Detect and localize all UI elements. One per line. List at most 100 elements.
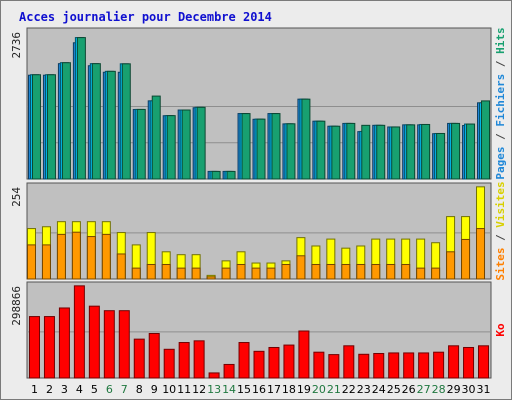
y-max-label: 298866 [10,286,23,326]
day-label-31: 31 [477,383,491,396]
bar-hits-day-20 [316,120,326,180]
bar-sites-day-20 [311,263,321,280]
bar-ko-day-25 [388,352,400,379]
day-label-8: 8 [136,383,143,396]
bar-hits-day-17 [271,113,281,180]
bar-sites-day-29 [446,251,456,280]
day-label-3: 3 [61,383,68,396]
day-label-17: 17 [267,383,281,396]
bar-ko-day-15 [238,342,250,379]
bar-hits-day-2 [46,74,56,180]
day-label-5: 5 [91,383,98,396]
bar-sites-day-27 [416,267,426,280]
y-max-label: 2736 [10,32,23,59]
day-label-18: 18 [282,383,296,396]
bar-hits-day-30 [466,123,476,180]
bar-ko-day-19 [298,330,310,379]
bar-ko-day-24 [373,352,385,379]
bar-ko-day-31 [478,345,490,379]
bar-sites-day-21 [326,263,336,280]
bar-hits-day-8 [136,108,146,180]
bar-ko-day-3 [58,307,70,379]
legend-text: Sites / Visites [494,181,507,280]
bar-ko-day-30 [463,346,475,379]
legend-text: Ko [494,323,507,337]
bar-sites-day-1 [26,244,36,280]
day-label-13: 13 [207,383,221,396]
bar-ko-day-4 [73,285,85,379]
bar-ko-day-26 [403,352,415,379]
bar-ko-day-11 [178,342,190,379]
day-label-24: 24 [372,383,386,396]
bar-ko-day-28 [433,351,445,379]
day-axis: 1 2 3 4 5 6 7 8 9 10 11 12 13 14 15 16 17 18 19 20 21 22 23 24 2… [31,383,491,396]
legend-item-hits: Hits [494,27,507,54]
day-label-10: 10 [162,383,176,396]
day-label-25: 25 [387,383,401,396]
day-label-12: 12 [192,383,206,396]
bar-sites-day-30 [461,238,471,280]
bar-ko-day-8 [133,338,145,379]
bar-ko-day-10 [163,348,175,379]
day-label-19: 19 [297,383,311,396]
bar-ko-day-20 [313,351,325,379]
legend-item-fichiers: Fichiers [494,74,507,127]
bar-hits-day-14 [226,170,236,180]
bar-hits-day-22 [346,122,356,180]
bar-sites-day-9 [146,263,156,280]
bar-ko-day-17 [268,346,280,379]
day-label-27: 27 [417,383,431,396]
bar-hits-day-21 [331,125,341,180]
bar-hits-day-24 [376,124,386,180]
day-label-20: 20 [312,383,326,396]
bar-ko-day-14 [223,363,235,379]
bar-sites-day-16 [251,267,261,280]
bar-hits-day-15 [241,113,251,180]
day-label-14: 14 [222,383,236,396]
legend-bottom: Ko [494,323,507,337]
day-label-4: 4 [76,383,83,396]
bar-ko-day-27 [418,352,430,379]
day-label-2: 2 [46,383,53,396]
day-label-6: 6 [106,383,113,396]
bar-hits-day-6 [106,70,116,180]
bar-hits-day-26 [406,124,416,180]
bar-ko-day-6 [103,310,115,379]
day-label-23: 23 [357,383,371,396]
panel-middle: 254 Sites / Visites [10,181,507,280]
bar-ko-day-5 [88,305,100,379]
bar-hits-day-9 [151,95,161,180]
bar-sites-day-23 [356,263,366,280]
bar-sites-day-22 [341,263,351,280]
bar-sites-day-10 [161,263,171,280]
bar-hits-day-7 [121,63,131,180]
bar-sites-day-7 [116,253,126,280]
bar-sites-day-31 [476,228,486,280]
bar-ko-day-21 [328,354,340,379]
day-label-15: 15 [237,383,251,396]
bar-hits-day-29 [451,122,461,180]
bar-sites-day-3 [56,233,66,280]
legend-middle: Sites / Visites [494,181,507,280]
day-label-30: 30 [462,383,476,396]
bar-hits-day-16 [256,118,266,180]
bar-sites-day-26 [401,263,411,280]
day-label-7: 7 [121,383,128,396]
bar-hits-day-3 [61,62,71,180]
day-label-16: 16 [252,383,266,396]
bar-hits-day-28 [436,132,446,180]
legend-item-sites: Sites [494,248,507,281]
panel-top: 2736 Pages / Fichiers / Hits [10,27,507,179]
day-label-26: 26 [402,383,416,396]
legend-item-visites: Visites [494,181,507,227]
bar-ko-day-7 [118,310,130,379]
bar-hits-day-31 [481,100,491,180]
bar-sites-day-15 [236,263,246,280]
bar-ko-day-12 [193,340,205,379]
bar-hits-day-5 [91,63,101,180]
day-label-28: 28 [432,383,446,396]
day-label-29: 29 [447,383,461,396]
day-label-9: 9 [151,383,158,396]
legend-item-ko: Ko [494,323,507,337]
